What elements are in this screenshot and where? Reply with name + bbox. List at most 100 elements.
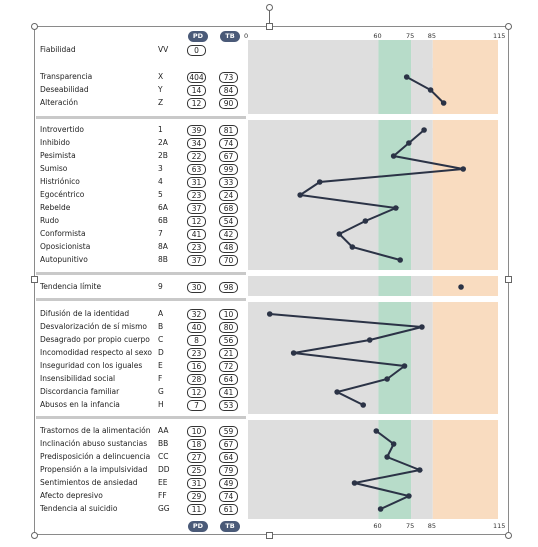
pd-score-box: 37 [187,255,206,266]
scale-code: Y [158,85,163,94]
pd-score-box: 18 [187,439,206,450]
scale-code: X [158,72,164,81]
scale-name: Histriónico [40,177,80,186]
scale-name: Abusos en la infancia [40,400,120,409]
resize-handle-top-right[interactable] [505,23,512,30]
zone-orange-validity [432,40,498,114]
zone-orange-limit [432,276,498,296]
scale-name: Incomodidad respecto al sexo [40,348,153,357]
pd-footer-pill: PD [188,521,208,532]
profile-point-concerns-4 [401,363,408,369]
scale-name: Autopunitivo [40,255,88,264]
resize-handle-bottom-left[interactable] [31,532,38,539]
rotate-handle-stem [269,11,270,23]
profile-point-syndromes-4 [351,480,358,486]
tb-score-box: 42 [219,229,238,240]
resize-handle-top-left[interactable] [31,23,38,30]
scale-code: Z [158,98,164,107]
scale-name: Tendencia límite [40,282,102,291]
pd-score-box: 23 [187,190,206,201]
scale-name: Inclinación abuso sustancias [40,439,148,448]
scale-name: Afecto depresivo [40,491,103,500]
resize-handle-bottom-right[interactable] [505,532,512,539]
profile-line-personality [297,129,464,261]
scale-name: Oposicionista [40,242,91,251]
zone-orange-syndromes [432,420,498,519]
scale-name: Transparencia [40,72,93,81]
profile-point-personality-10 [397,257,403,263]
scale-code: CC [158,452,169,461]
scale-name: Sentimientos de ansiedad [40,478,138,487]
section-separator [36,272,246,275]
resize-handle-top[interactable] [266,23,273,30]
profile-point-personality-0 [421,127,427,133]
rotate-handle[interactable] [266,4,273,11]
pd-score-box: 31 [187,478,206,489]
pd-score-box: 23 [187,242,206,253]
tick-label-85: 85 [427,522,437,530]
profile-point-syndromes-3 [416,467,423,473]
scale-name: Predisposición a delincuencia [40,452,151,461]
scale-name: Desvalorización de sí mismo [40,322,147,331]
pd-score-box: 30 [187,282,206,293]
zone-gray-validity [411,40,433,114]
zone-gray-control [411,68,433,114]
scale-code: 9 [158,282,163,291]
resize-handle-right[interactable] [505,276,512,283]
tb-score-box: 79 [219,465,238,476]
profile-point-control-1 [427,87,434,93]
scale-name: Discordancia familiar [40,387,120,396]
tb-score-box: 54 [219,216,238,227]
pd-score-box: 32 [187,309,206,320]
pd-score-box: 37 [187,203,206,214]
tick-label-75: 75 [406,522,415,530]
profile-point-personality-9 [349,244,356,250]
tb-score-box: 84 [219,85,238,96]
pd-score-box: 34 [187,138,206,149]
zone-gray-validity [248,40,379,114]
profile-point-control-2 [440,100,447,106]
scale-name: Trastornos de la alimentación [40,426,151,435]
zone-orange-concerns [432,302,498,414]
profile-point-concerns-6 [334,389,340,395]
scale-name: Inhibido [40,138,70,147]
scale-code: A [158,309,164,318]
scale-code: BB [158,439,169,448]
scale-name: Pesimista [40,151,76,160]
scale-code: 6A [158,203,168,212]
zone-green-syndromes [378,420,412,519]
tb-header-pill: TB [220,31,240,42]
scale-code: B [158,322,164,331]
tb-footer-pill: TB [220,521,240,532]
scale-code: 6B [158,216,168,225]
scale-code: 5 [158,190,163,199]
pd-score-box: 31 [187,177,206,188]
resize-handle-bottom[interactable] [266,532,273,539]
zone-gray-limit [411,276,433,296]
pd-score-box: 404 [187,72,206,83]
scale-name: Tendencia al suicidio [40,504,118,513]
scale-code: D [158,348,164,357]
scale-zero-label: 0 [244,32,249,40]
pd-score-box: 10 [187,426,206,437]
tb-score-box: 64 [219,452,238,463]
profile-point-personality-6 [393,205,399,211]
scale-name: Insensibilidad social [40,374,116,383]
section-gap [248,415,498,420]
profile-point-syndromes-1 [390,441,397,447]
profile-point-personality-7 [362,218,369,224]
tick-label-85: 85 [427,32,437,40]
scale-code: C [158,335,164,344]
tb-score-box: 74 [219,138,238,149]
tb-score-box: 90 [219,98,238,109]
scale-code: H [158,400,164,409]
pd-score-box: 22 [187,151,206,162]
zone-green-control [378,68,412,114]
profile-point-syndromes-5 [406,493,412,499]
profile-chart-panel: PD TB PD TB 0 60 75 85 115 60 75 85 115 Fiabil… [36,28,506,533]
resize-handle-left[interactable] [31,276,38,283]
profile-point-control-0 [403,74,410,80]
pd-score-box: 14 [187,85,206,96]
tb-score-box: 70 [219,255,238,266]
tb-score-box: 33 [219,177,238,188]
